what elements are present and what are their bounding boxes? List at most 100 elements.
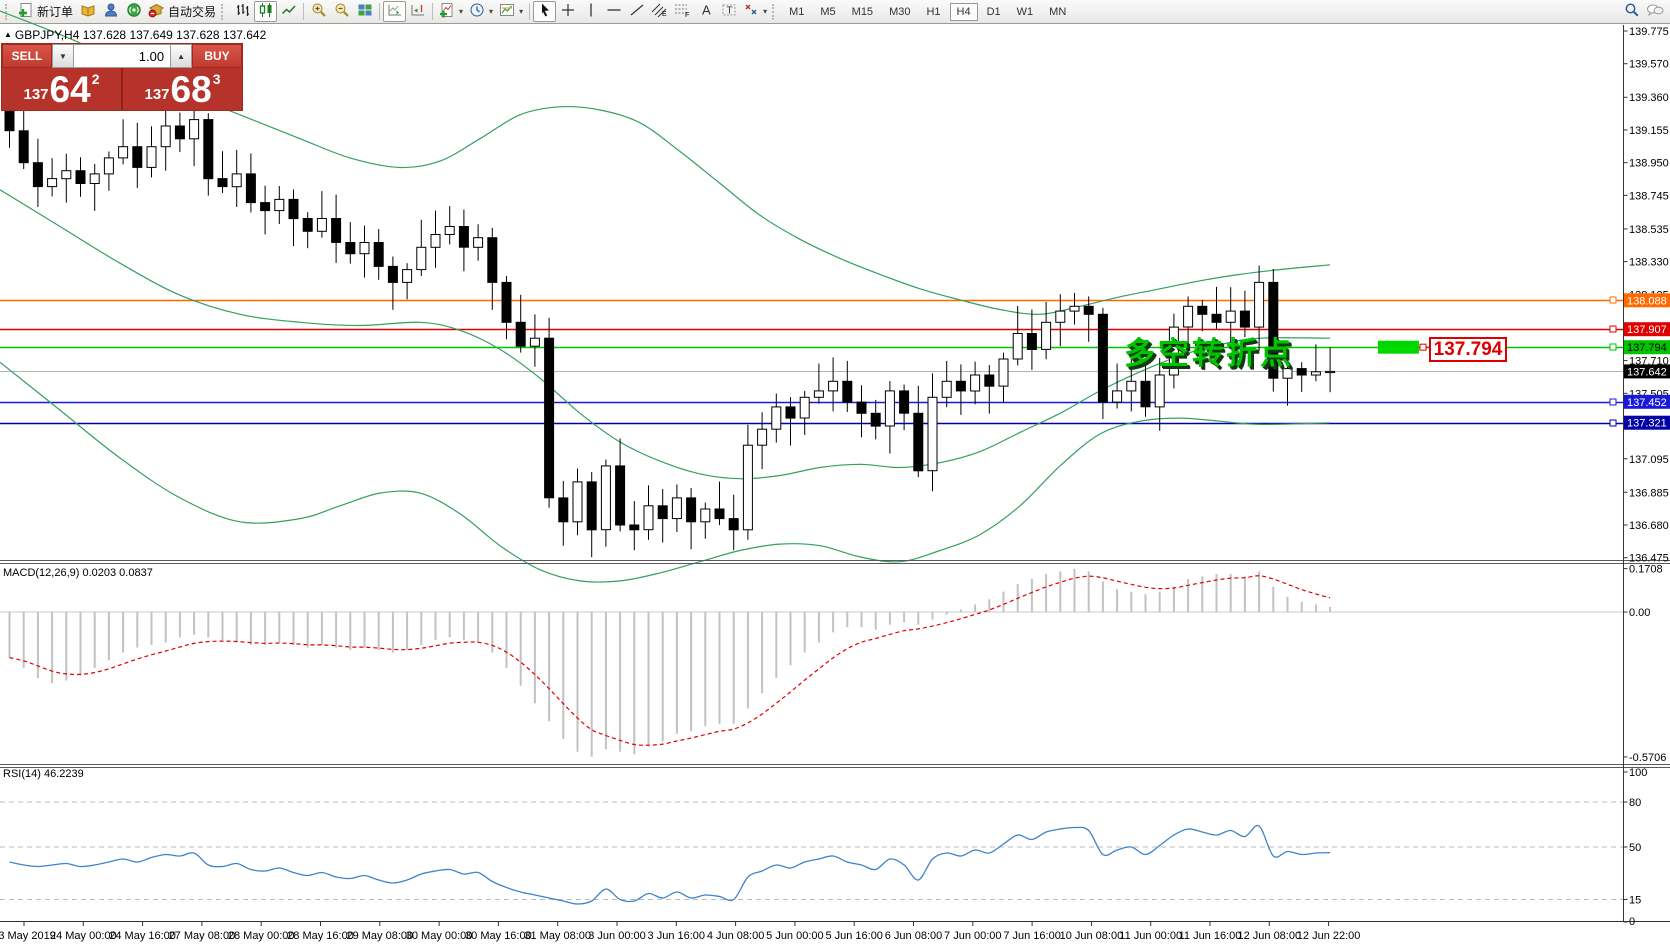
- macd-values: 0.0203 0.0837: [82, 567, 153, 579]
- candle: [146, 146, 157, 168]
- candle: [501, 281, 512, 323]
- tf-mn-button[interactable]: MN: [1042, 3, 1073, 21]
- chart-shift-button[interactable]: [406, 1, 429, 22]
- sell-price-prefix: 137: [23, 86, 49, 103]
- candle: [118, 146, 129, 159]
- price-level-label-bg: [1624, 293, 1670, 308]
- candle: [1069, 305, 1080, 312]
- crosshair-tool-button[interactable]: [556, 1, 579, 22]
- sell-price[interactable]: 137 64 2: [2, 68, 121, 110]
- candle: [373, 242, 384, 267]
- tf-m30-button[interactable]: M30: [882, 3, 917, 21]
- level-line-anchor[interactable]: [1609, 343, 1617, 351]
- templates-button[interactable]: ▾: [496, 1, 526, 22]
- zoom-out-button[interactable]: [330, 1, 353, 22]
- terminal-button[interactable]: [122, 1, 145, 22]
- tf-m5-button[interactable]: M5: [813, 3, 842, 21]
- autotrading-icon: [148, 2, 165, 21]
- macd-title: MACD(12,26,9): [3, 567, 80, 579]
- volume-input[interactable]: [73, 44, 171, 68]
- candle: [728, 518, 739, 531]
- candle: [174, 125, 185, 140]
- svg-text:T: T: [726, 6, 732, 17]
- fibonacci-tool-button[interactable]: F: [671, 1, 694, 22]
- autoscroll-button[interactable]: [383, 1, 407, 22]
- dropdown-arrow-icon: ▾: [489, 7, 494, 16]
- rsi-axis-label: 100: [1629, 767, 1647, 779]
- level-line-anchor[interactable]: [1609, 296, 1617, 304]
- macd-axis-label: -0.5706: [1629, 752, 1666, 764]
- price-tick-label: 138.535: [1629, 224, 1669, 236]
- price-level-label: 137.452: [1627, 397, 1667, 409]
- channel-tool-button[interactable]: E: [648, 1, 671, 22]
- candle: [32, 162, 43, 188]
- rsi-value: 46.2239: [43, 768, 84, 780]
- price-level-label: 137.642: [1627, 366, 1667, 378]
- sell-button[interactable]: SELL: [2, 44, 52, 68]
- time-axis-label: 23 May 2019: [0, 930, 56, 942]
- buy-price[interactable]: 137 68 3: [121, 68, 242, 110]
- time-axis-label: 3 Jun 00:00: [588, 930, 646, 942]
- tile-windows-button[interactable]: [353, 1, 376, 22]
- tf-h1-button[interactable]: H1: [919, 3, 947, 21]
- trade-panel-quotes: 137 64 2 137 68 3: [2, 68, 242, 110]
- candle: [870, 412, 881, 427]
- text-label-tool-button[interactable]: T: [717, 1, 740, 22]
- crosshair-icon: [560, 2, 576, 21]
- trade-panel-controls: SELL ▼ ▲ BUY: [2, 44, 242, 68]
- rsi-line: [9, 824, 1331, 905]
- macd-axis-label: 0.00: [1629, 607, 1650, 619]
- toolbar: 新订单 自动交易: [0, 0, 1670, 24]
- cursor-icon: [537, 2, 553, 21]
- level-line-anchor[interactable]: [1609, 325, 1617, 333]
- candle: [913, 412, 924, 472]
- time-axis-label: 3 Jun 16:00: [648, 930, 706, 942]
- chat-button[interactable]: [1643, 1, 1667, 22]
- level-line-anchor[interactable]: [1609, 419, 1617, 427]
- toolbar-grip: [772, 3, 779, 20]
- chart-bars-button[interactable]: [231, 1, 254, 22]
- trendline-tool-button[interactable]: [625, 1, 648, 22]
- candle: [1211, 313, 1222, 323]
- vline-tool-button[interactable]: [579, 1, 602, 22]
- tf-h4-button[interactable]: H4: [949, 2, 978, 21]
- autotrading-button[interactable]: 自动交易: [145, 1, 219, 22]
- zoom-in-icon: [311, 2, 327, 21]
- tf-m15-button[interactable]: M15: [845, 3, 880, 21]
- volume-decrease-button[interactable]: ▼: [52, 44, 74, 68]
- rsi-indicator-label: RSI(14) 46.2239: [3, 768, 84, 780]
- time-axis-label: 12 Jun 08:00: [1237, 930, 1301, 942]
- market-watch-button[interactable]: [76, 1, 99, 22]
- time-axis-label: 7 Jun 00:00: [944, 930, 1002, 942]
- tf-d1-button[interactable]: D1: [980, 3, 1008, 21]
- time-axis-label: 30 May 00:00: [406, 930, 473, 942]
- zoom-in-button[interactable]: [307, 1, 330, 22]
- volume-increase-button[interactable]: ▲: [170, 44, 192, 68]
- rsi-title: RSI(14): [3, 768, 41, 780]
- toolbar-grip: [221, 3, 228, 20]
- cursor-tool-button[interactable]: [533, 1, 557, 22]
- periods-button[interactable]: ▾: [466, 1, 496, 22]
- arrows-tool-button[interactable]: ▾: [740, 1, 770, 22]
- candle: [89, 173, 100, 184]
- level-line-anchor[interactable]: [1609, 398, 1617, 406]
- buy-button[interactable]: BUY: [192, 44, 242, 68]
- navigator-button[interactable]: [99, 1, 122, 22]
- candle: [75, 170, 86, 184]
- rsi-axis-label: 15: [1629, 895, 1641, 907]
- text-tool-button[interactable]: A: [694, 1, 717, 22]
- new-order-button[interactable]: 新订单: [15, 1, 76, 22]
- indicators-button[interactable]: ▾: [436, 1, 466, 22]
- search-button[interactable]: [1620, 1, 1643, 22]
- candle: [955, 380, 966, 392]
- candle: [998, 358, 1009, 387]
- hline-tool-button[interactable]: [602, 1, 625, 22]
- candle: [402, 269, 413, 283]
- tf-m1-button[interactable]: M1: [782, 3, 811, 21]
- tf-w1-button[interactable]: W1: [1010, 3, 1041, 21]
- chart-line-button[interactable]: [277, 1, 300, 22]
- chart-candles-button[interactable]: [254, 1, 278, 22]
- fibonacci-icon: F: [674, 2, 691, 21]
- candle: [231, 173, 242, 188]
